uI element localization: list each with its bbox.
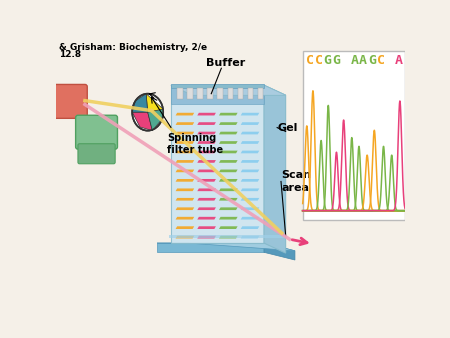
Polygon shape bbox=[176, 198, 194, 201]
Polygon shape bbox=[219, 122, 238, 125]
Polygon shape bbox=[241, 236, 259, 238]
Polygon shape bbox=[241, 198, 259, 201]
Bar bbox=[187, 88, 193, 99]
FancyBboxPatch shape bbox=[78, 144, 115, 164]
Ellipse shape bbox=[132, 94, 163, 131]
Polygon shape bbox=[197, 198, 216, 201]
Polygon shape bbox=[219, 208, 238, 210]
Polygon shape bbox=[148, 109, 163, 131]
Bar bbox=[171, 85, 264, 243]
Polygon shape bbox=[176, 132, 194, 135]
Polygon shape bbox=[241, 122, 259, 125]
Bar bbox=[169, 235, 287, 238]
Polygon shape bbox=[219, 151, 238, 153]
Text: A: A bbox=[351, 54, 358, 67]
Polygon shape bbox=[241, 226, 259, 229]
Polygon shape bbox=[197, 226, 216, 229]
Polygon shape bbox=[241, 217, 259, 219]
Bar bbox=[171, 84, 264, 88]
Text: Spinning
filter tube: Spinning filter tube bbox=[167, 133, 223, 155]
Text: G: G bbox=[333, 54, 341, 67]
Text: Buffer: Buffer bbox=[206, 57, 245, 68]
Polygon shape bbox=[197, 170, 216, 172]
Polygon shape bbox=[176, 160, 194, 163]
Polygon shape bbox=[241, 151, 259, 153]
Text: C: C bbox=[377, 54, 385, 67]
Text: C: C bbox=[306, 54, 314, 67]
FancyBboxPatch shape bbox=[50, 84, 87, 118]
Text: C: C bbox=[315, 54, 323, 67]
Polygon shape bbox=[219, 170, 238, 172]
Polygon shape bbox=[146, 94, 163, 116]
Bar bbox=[228, 88, 233, 99]
Polygon shape bbox=[197, 236, 216, 238]
Polygon shape bbox=[197, 151, 216, 153]
Text: A: A bbox=[395, 54, 403, 67]
Text: G: G bbox=[324, 54, 332, 67]
Text: 12.8: 12.8 bbox=[58, 50, 81, 59]
Polygon shape bbox=[176, 236, 194, 238]
Text: G: G bbox=[368, 54, 376, 67]
Polygon shape bbox=[197, 160, 216, 163]
Polygon shape bbox=[197, 217, 216, 219]
Polygon shape bbox=[241, 170, 259, 172]
Polygon shape bbox=[197, 179, 216, 182]
Polygon shape bbox=[241, 179, 259, 182]
Text: Scan
area: Scan area bbox=[281, 170, 311, 193]
Bar bbox=[303, 51, 405, 220]
Polygon shape bbox=[264, 85, 286, 253]
Polygon shape bbox=[176, 179, 194, 182]
Bar bbox=[197, 88, 203, 99]
Polygon shape bbox=[176, 113, 194, 116]
Text: Gel: Gel bbox=[277, 123, 297, 132]
Polygon shape bbox=[219, 141, 238, 144]
Bar bbox=[171, 85, 264, 104]
Polygon shape bbox=[219, 226, 238, 229]
Bar bbox=[217, 88, 223, 99]
Polygon shape bbox=[157, 243, 295, 251]
Polygon shape bbox=[197, 208, 216, 210]
Polygon shape bbox=[241, 132, 259, 135]
Polygon shape bbox=[176, 151, 194, 153]
Polygon shape bbox=[197, 122, 216, 125]
Polygon shape bbox=[197, 113, 216, 116]
Bar bbox=[258, 88, 263, 99]
Polygon shape bbox=[241, 113, 259, 116]
FancyBboxPatch shape bbox=[76, 115, 117, 149]
Polygon shape bbox=[241, 160, 259, 163]
Bar bbox=[238, 88, 243, 99]
Polygon shape bbox=[197, 141, 216, 144]
Polygon shape bbox=[157, 243, 264, 252]
Polygon shape bbox=[176, 189, 194, 191]
Polygon shape bbox=[219, 198, 238, 201]
Polygon shape bbox=[219, 132, 238, 135]
Text: A: A bbox=[359, 54, 367, 67]
Polygon shape bbox=[176, 217, 194, 219]
Polygon shape bbox=[264, 243, 295, 260]
Polygon shape bbox=[176, 141, 194, 144]
Polygon shape bbox=[241, 208, 259, 210]
Text: & Grisham: Biochemistry, 2/e: & Grisham: Biochemistry, 2/e bbox=[58, 43, 207, 52]
Polygon shape bbox=[219, 113, 238, 116]
Bar bbox=[248, 88, 253, 99]
Polygon shape bbox=[219, 179, 238, 182]
Polygon shape bbox=[241, 189, 259, 191]
Polygon shape bbox=[241, 141, 259, 144]
Polygon shape bbox=[132, 112, 153, 131]
Polygon shape bbox=[219, 236, 238, 238]
Polygon shape bbox=[132, 94, 148, 112]
Polygon shape bbox=[176, 122, 194, 125]
Polygon shape bbox=[176, 226, 194, 229]
Bar bbox=[177, 88, 183, 99]
Polygon shape bbox=[171, 85, 286, 95]
Polygon shape bbox=[219, 217, 238, 219]
Polygon shape bbox=[171, 85, 286, 95]
Polygon shape bbox=[176, 208, 194, 210]
Polygon shape bbox=[219, 189, 238, 191]
Polygon shape bbox=[176, 170, 194, 172]
Polygon shape bbox=[197, 132, 216, 135]
Bar bbox=[207, 88, 213, 99]
Polygon shape bbox=[219, 160, 238, 163]
Polygon shape bbox=[197, 189, 216, 191]
